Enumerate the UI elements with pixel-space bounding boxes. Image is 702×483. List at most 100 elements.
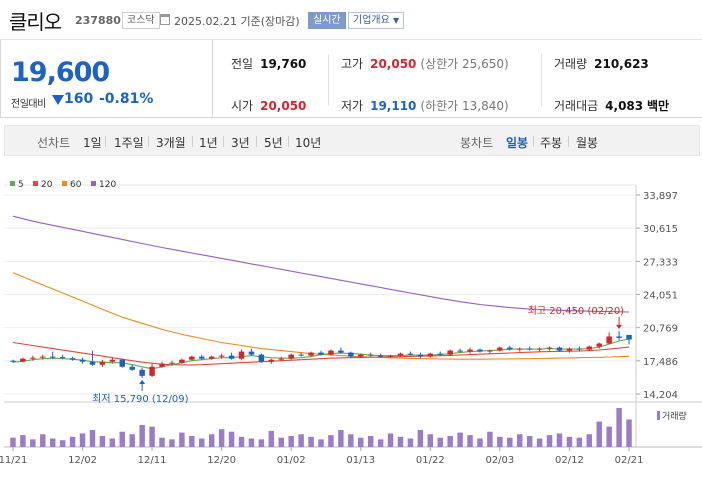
divider: [148, 136, 149, 147]
x-tick-label: 01/22: [416, 455, 445, 466]
period-10y[interactable]: 10년: [295, 136, 322, 150]
candle-body: [576, 348, 583, 350]
period-weekly[interactable]: 주봉: [540, 136, 563, 150]
company-info-dropdown[interactable]: 기업개요 ▼: [348, 12, 405, 29]
candle-body: [89, 361, 96, 365]
volume-bar: [49, 438, 56, 447]
candle-body: [189, 356, 195, 360]
volume-bar: [179, 432, 185, 447]
candle-body: [40, 356, 46, 358]
candle-body: [427, 353, 434, 357]
candle-body: [596, 343, 602, 347]
volume-bar: [437, 437, 443, 447]
period-1d[interactable]: 1일: [83, 136, 102, 150]
ma20-line: [12, 341, 630, 366]
volume-bar: [417, 430, 424, 447]
stat-amount: 거래대금 4,083 백만: [554, 97, 669, 114]
period-1y[interactable]: 1년: [199, 136, 218, 150]
realtime-button[interactable]: 실시간: [308, 12, 346, 29]
volume-bar: [526, 435, 533, 447]
volume-bar: [208, 434, 215, 447]
candle-body: [278, 358, 284, 360]
candle-body: [487, 350, 493, 352]
volume-bar: [238, 436, 245, 447]
candle-body: [109, 359, 116, 362]
period-3y[interactable]: 3년: [231, 136, 250, 150]
price-change: 160: [64, 91, 94, 107]
candle-body: [417, 354, 424, 357]
candle-body: [338, 350, 344, 353]
volume-bar: [40, 434, 46, 447]
legend-swatch: [10, 181, 15, 186]
stock-code: 237880: [75, 14, 121, 27]
candle-body: [169, 362, 175, 364]
change-label: 전일대비: [11, 99, 46, 110]
volume-bar: [288, 435, 294, 447]
quote-stats: 전일 19,760 고가 20,050 (상한가 25,650) 거래량 210,623…: [213, 40, 702, 118]
volume-bar: [79, 433, 86, 447]
legend-swatch: [91, 181, 96, 186]
candle-body: [477, 349, 483, 352]
volume-bar: [487, 431, 493, 447]
candle-body: [10, 360, 16, 362]
x-tick-label: 11/21: [0, 455, 27, 466]
divider: [288, 136, 289, 147]
volume-bar: [199, 438, 205, 447]
stock-name: 클리오: [9, 10, 62, 34]
volume-bar: [258, 439, 265, 447]
volume-bar: [457, 432, 463, 447]
stat-label: 거래대금: [554, 99, 599, 113]
volume-bar: [248, 438, 255, 447]
candle-body: [139, 369, 145, 376]
low-annotation: 최저 15,790 (12/09): [92, 393, 188, 405]
y-tick-label: 20,769: [643, 324, 678, 335]
volume-bar: [516, 434, 523, 447]
volume-bar: [169, 439, 175, 447]
y-tick-label: 27,333: [643, 257, 678, 268]
candle-body: [457, 350, 463, 352]
period-monthly[interactable]: 월봉: [576, 136, 599, 150]
period-daily[interactable]: 일봉: [506, 136, 529, 150]
volume-bar: [278, 437, 284, 447]
stat-value: 4,083: [605, 99, 644, 113]
candle-body: [298, 354, 304, 356]
candle-body: [159, 363, 165, 367]
stat-label: 저가: [341, 99, 364, 113]
legend-label: 120: [99, 180, 116, 190]
y-tick-label: 14,204: [643, 390, 678, 401]
candle-body: [566, 348, 573, 351]
period-1w[interactable]: 1주일: [114, 136, 144, 150]
y-tick-label: 24,051: [643, 291, 678, 302]
candle-body: [467, 349, 473, 352]
price-panel: 19,600 전일대비 160 -0.81%: [0, 40, 213, 118]
volume-bar: [308, 436, 314, 447]
stat-unit: 백만: [646, 99, 670, 113]
stat-prev-close: 전일 19,760: [231, 55, 306, 72]
candle-body: [228, 355, 235, 359]
volume-bar: [10, 437, 16, 447]
candle-body: [586, 346, 593, 350]
stat-label: 거래량: [554, 57, 588, 71]
candle-body: [49, 356, 56, 358]
candle-body: [447, 350, 453, 355]
period-3m[interactable]: 3개월: [156, 136, 186, 150]
legend-label: 60: [70, 180, 82, 190]
candle-body: [387, 355, 394, 357]
stock-header: 클리오 237880 코스닥 2025.02.21 기준(장마감) 실시간 기업…: [0, 0, 702, 40]
candle-body: [59, 357, 66, 359]
period-5y[interactable]: 5년: [264, 136, 283, 150]
volume-bar: [507, 437, 513, 447]
volume-bar: [328, 435, 334, 447]
company-info-label: 기업개요: [353, 15, 390, 26]
volume-bar: [497, 436, 503, 447]
candle-chart-label: 봉차트: [460, 136, 494, 150]
x-tick-label: 12/20: [207, 455, 236, 466]
candle-body: [616, 336, 622, 338]
volume-bar: [427, 434, 434, 447]
ma120-line: [12, 215, 630, 313]
stat-value: 19,760: [260, 57, 307, 71]
volume-bar: [30, 439, 36, 447]
stat-value: 20,050: [260, 99, 307, 113]
volume-bar: [149, 426, 155, 447]
